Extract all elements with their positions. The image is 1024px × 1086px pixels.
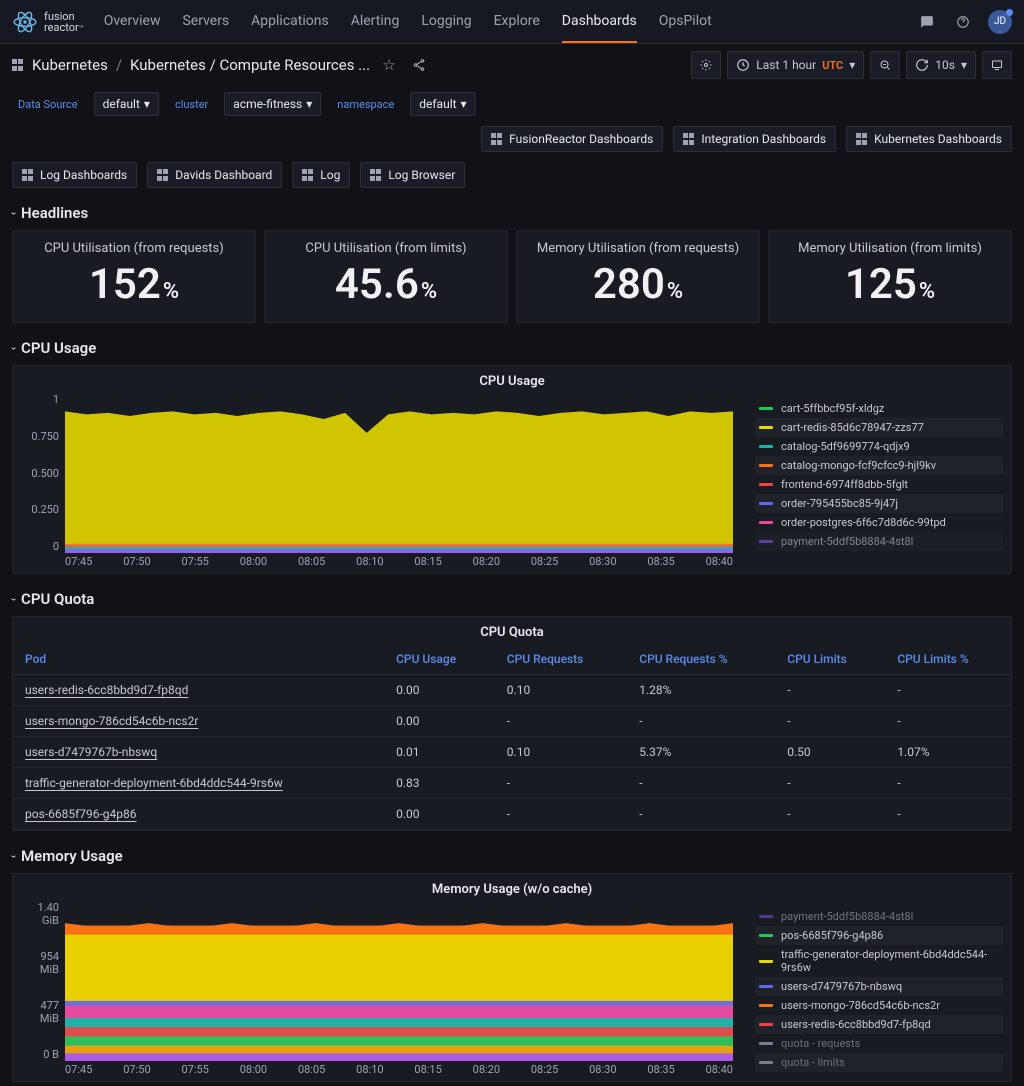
stat-panel: Memory Utilisation (from requests)280% — [516, 230, 760, 323]
topbar: fusionreactor™ Overview Servers Applicatio… — [0, 0, 1024, 44]
cpu-quota-table: PodCPU UsageCPU RequestsCPU Requests %CP… — [13, 644, 1011, 830]
star-icon[interactable]: ☆ — [378, 54, 400, 76]
legend-item[interactable]: quota - limits — [755, 1053, 1003, 1072]
dashboard-icon — [12, 59, 24, 71]
table-header[interactable]: CPU Limits — [775, 644, 885, 675]
memory-usage-legend: payment-5ddf5b8884-4st8lpos-6685f796-g4p… — [743, 901, 1011, 1081]
legend-item[interactable]: frontend-6974ff8dbb-5fglt — [755, 475, 1003, 494]
stat-panel: CPU Utilisation (from requests)152% — [12, 230, 256, 323]
stat-panel: CPU Utilisation (from limits)45.6% — [264, 230, 508, 323]
table-row[interactable]: users-redis-6cc8bbd9d7-fp8qd0.000.101.28… — [13, 675, 1011, 706]
nav-explore[interactable]: Explore — [494, 1, 540, 43]
memory-usage-chart[interactable]: 1.40 GiB954 MiB477 MiB0 B 07:4507:5007:5… — [13, 901, 743, 1081]
section-headlines: ›Headlines CPU Utilisation (from request… — [0, 192, 1024, 327]
table-row[interactable]: users-mongo-786cd54c6b-ncs2r0.00---- — [13, 706, 1011, 737]
table-row[interactable]: pos-6685f796-g4p860.00---- — [13, 799, 1011, 830]
legend-item[interactable]: order-795455bc85-9j47j — [755, 494, 1003, 513]
legend-item[interactable]: cart-5ffbbcf95f-xldgz — [755, 399, 1003, 418]
panel-cpu-quota: CPU Quota PodCPU UsageCPU RequestsCPU Re… — [12, 616, 1012, 831]
breadcrumb: Kubernetes / Kubernetes / Compute Resour… — [12, 54, 681, 76]
table-header[interactable]: CPU Usage — [384, 644, 495, 675]
dashboard-link[interactable]: Log Browser — [360, 162, 465, 188]
cpu-usage-legend: cart-5ffbbcf95f-xldgzcart-redis-85d6c789… — [743, 393, 1011, 573]
var-label-namespace: namespace — [331, 94, 400, 115]
section-toggle[interactable]: ›CPU Quota — [12, 582, 1012, 616]
nav-overview[interactable]: Overview — [104, 1, 161, 43]
legend-item[interactable]: payment-5ddf5b8884-4st8l — [755, 532, 1003, 551]
dashboard-links-row: Log Dashboards Davids Dashboard Log Log Bro… — [0, 156, 1024, 192]
chevron-down-icon: ▾ — [849, 58, 855, 72]
cpu-usage-chart[interactable]: 10.7500.5000.2500 07:4507:5007:5508:0008… — [13, 393, 743, 573]
legend-item[interactable]: cart-redis-85d6c78947-zzs77 — [755, 418, 1003, 437]
legend-item[interactable]: payment-5ddf5b8884-4st8l — [755, 907, 1003, 926]
refresh-button[interactable]: 10s▾ — [906, 51, 976, 79]
nav-servers[interactable]: Servers — [182, 1, 229, 43]
dashboard-link[interactable]: Kubernetes Dashboards — [846, 126, 1012, 152]
comment-icon[interactable] — [916, 11, 938, 33]
share-icon[interactable] — [408, 54, 430, 76]
panel-cpu-usage: CPU Usage 10.7500.5000.2500 07:4507:5007… — [12, 365, 1012, 574]
section-cpu-usage: ›CPU Usage CPU Usage 10.7500.5000.2500 0… — [0, 327, 1024, 578]
nav-logging[interactable]: Logging — [421, 1, 471, 43]
table-header[interactable]: CPU Requests — [495, 644, 627, 675]
section-toggle[interactable]: ›Headlines — [12, 196, 1012, 230]
section-toggle[interactable]: ›Memory Usage — [12, 839, 1012, 873]
table-header[interactable]: Pod — [13, 644, 384, 675]
dashboard-link[interactable]: Log — [292, 162, 350, 188]
logo-icon — [12, 9, 38, 35]
table-row[interactable]: traffic-generator-deployment-6bd4ddc544-… — [13, 768, 1011, 799]
zoom-out-button[interactable] — [870, 51, 900, 79]
variable-bar: Data Source default ▾ cluster acme-fitne… — [0, 86, 1024, 156]
panel-memory-usage: Memory Usage (w/o cache) 1.40 GiB954 MiB… — [12, 873, 1012, 1082]
legend-item[interactable]: users-redis-6cc8bbd9d7-fp8qd — [755, 1015, 1003, 1034]
breadcrumb-root[interactable]: Kubernetes — [32, 56, 108, 74]
var-select-cluster[interactable]: acme-fitness ▾ — [224, 92, 321, 116]
settings-button[interactable] — [691, 51, 721, 79]
legend-item[interactable]: order-postgres-6f6c7d8d6c-99tpd — [755, 513, 1003, 532]
stat-panel: Memory Utilisation (from limits)125% — [768, 230, 1012, 323]
nav-opspilot[interactable]: OpsPilot — [659, 1, 712, 43]
section-cpu-quota: ›CPU Quota CPU Quota PodCPU UsageCPU Req… — [0, 578, 1024, 835]
var-select-namespace[interactable]: default ▾ — [410, 92, 475, 116]
dashboard-link[interactable]: Integration Dashboards — [673, 126, 836, 152]
legend-item[interactable]: catalog-mongo-fcf9cfcc9-hjl9kv — [755, 456, 1003, 475]
logo[interactable]: fusionreactor™ — [12, 9, 84, 35]
legend-item[interactable]: users-mongo-786cd54c6b-ncs2r — [755, 996, 1003, 1015]
time-range-button[interactable]: Last 1 hour UTC ▾ — [727, 51, 864, 79]
table-row[interactable]: users-d7479767b-nbswq0.010.105.37%0.501.… — [13, 737, 1011, 768]
dashboard-link[interactable]: FusionReactor Dashboards — [481, 126, 663, 152]
table-header[interactable]: CPU Requests % — [627, 644, 775, 675]
var-label-cluster: cluster — [169, 94, 214, 115]
clock-icon — [736, 58, 750, 72]
legend-item[interactable]: pos-6685f796-g4p86 — [755, 926, 1003, 945]
section-memory-usage: ›Memory Usage Memory Usage (w/o cache) 1… — [0, 835, 1024, 1086]
refresh-icon — [915, 58, 929, 72]
toolbar: Kubernetes / Kubernetes / Compute Resour… — [0, 44, 1024, 86]
help-icon[interactable] — [952, 11, 974, 33]
main-nav: Overview Servers Applications Alerting Loggi… — [104, 1, 916, 43]
legend-item[interactable]: catalog-5df9699774-qdjx9 — [755, 437, 1003, 456]
legend-item[interactable]: quota - requests — [755, 1034, 1003, 1053]
nav-applications[interactable]: Applications — [251, 1, 329, 43]
nav-alerting[interactable]: Alerting — [351, 1, 400, 43]
dashboard-link[interactable]: Log Dashboards — [12, 162, 137, 188]
tv-button[interactable] — [982, 51, 1012, 79]
nav-dashboards[interactable]: Dashboards — [562, 1, 637, 43]
var-select-datasource[interactable]: default ▾ — [94, 92, 159, 116]
var-label-datasource: Data Source — [12, 94, 84, 115]
breadcrumb-path[interactable]: Kubernetes / Compute Resources ... — [130, 56, 370, 74]
dashboard-link[interactable]: Davids Dashboard — [147, 162, 282, 188]
section-toggle[interactable]: ›CPU Usage — [12, 331, 1012, 365]
legend-item[interactable]: traffic-generator-deployment-6bd4ddc544-… — [755, 945, 1003, 977]
table-header[interactable]: CPU Limits % — [885, 644, 1011, 675]
avatar[interactable]: JD — [988, 10, 1012, 34]
